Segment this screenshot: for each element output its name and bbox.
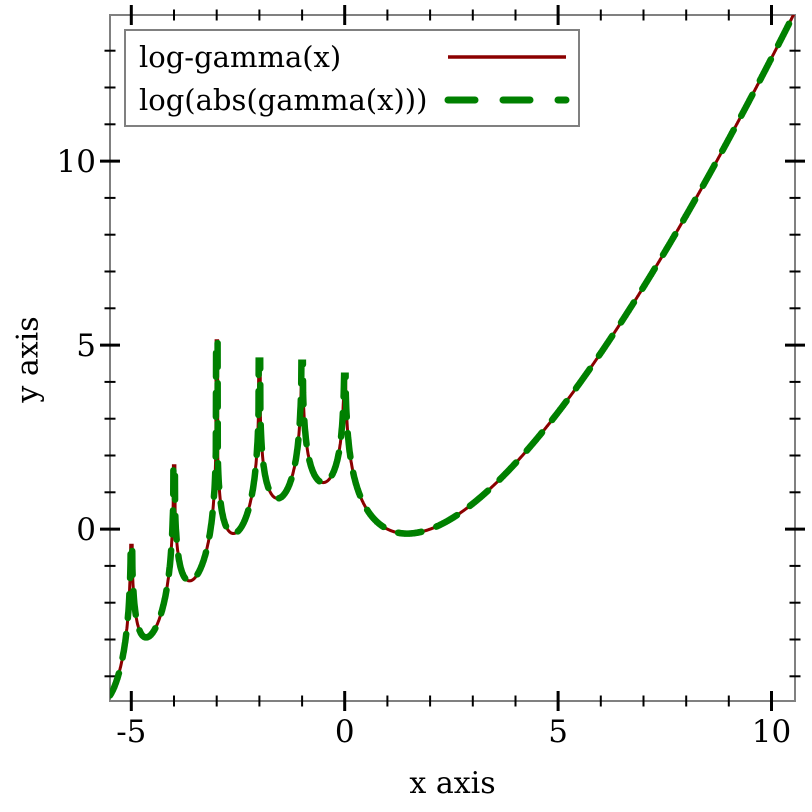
legend: log-gamma(x) log(abs(gamma(x))) bbox=[124, 29, 580, 127]
legend-entry-log-abs-gamma: log(abs(gamma(x))) bbox=[126, 83, 578, 117]
x-tick-label: 5 bbox=[548, 714, 568, 750]
x-tick-label: 0 bbox=[335, 714, 355, 750]
x-axis-title: x axis bbox=[409, 766, 496, 801]
y-tick-label: 10 bbox=[57, 144, 96, 180]
legend-line-sample-dashed bbox=[444, 96, 570, 103]
legend-entry-log-gamma: log-gamma(x) bbox=[126, 40, 578, 74]
y-tick-label: 0 bbox=[76, 512, 96, 548]
y-tick-label: 5 bbox=[76, 328, 96, 364]
plot-border bbox=[109, 14, 796, 702]
x-tick-label: 10 bbox=[752, 714, 791, 750]
y-axis-title: y axis bbox=[10, 316, 46, 403]
x-tick-label: -5 bbox=[116, 714, 146, 750]
legend-label-log-abs-gamma: log(abs(gamma(x))) bbox=[139, 82, 428, 117]
series-log-abs-gamma-line bbox=[110, 15, 795, 699]
legend-line-sample-solid bbox=[448, 54, 566, 59]
legend-label-log-gamma: log-gamma(x) bbox=[139, 39, 342, 74]
